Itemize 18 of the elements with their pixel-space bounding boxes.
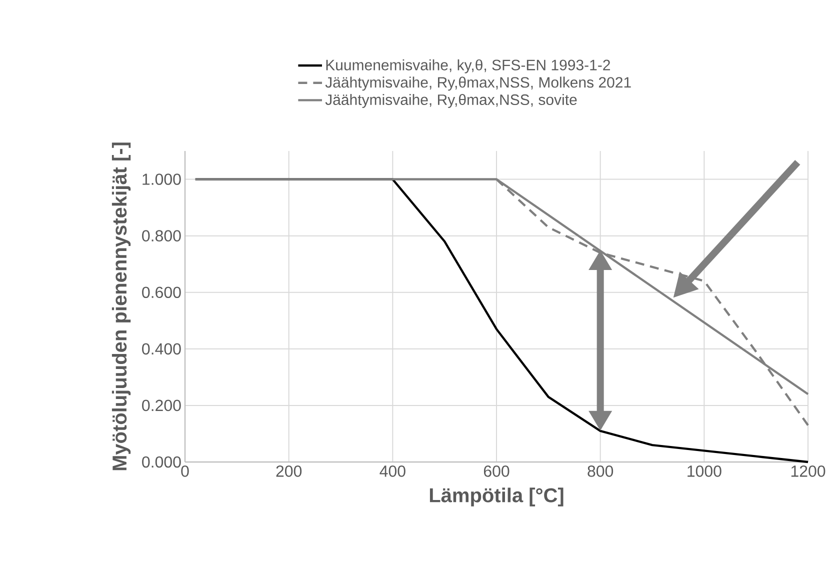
y-tick-label: 0.200 [142,400,181,412]
legend-label: Kuumenemisvaihe, ky,θ, SFS-EN 1993-1-2 [326,59,610,74]
y-axis-title: Myötölujuuden pienennystekijät [-] [112,142,131,470]
x-axis-title: Lämpötila [°C] [430,488,564,506]
y-tick-label: 0.600 [142,286,181,298]
x-tick-label: 600 [484,466,510,477]
y-tick-label: 0.800 [142,230,181,242]
x-tick-label: 800 [588,466,614,477]
legend-label: Jäähtymisvaihe, Ry,θmax,NSS, Molkens 2021 [325,76,631,91]
legend-label: Jäähtymisvaihe, Ry,θmax,NSS, sovite [325,94,577,108]
y-tick-label: 0.000 [142,456,181,468]
x-tick-label: 400 [380,466,406,477]
y-tick-label: 1.000 [142,174,181,185]
x-tick-label: 1000 [688,466,722,477]
y-tick-label: 0.400 [142,343,181,355]
x-tick-label: 200 [276,466,302,477]
x-tick-label: 0 [181,466,189,477]
x-tick-label: 1200 [791,466,826,477]
